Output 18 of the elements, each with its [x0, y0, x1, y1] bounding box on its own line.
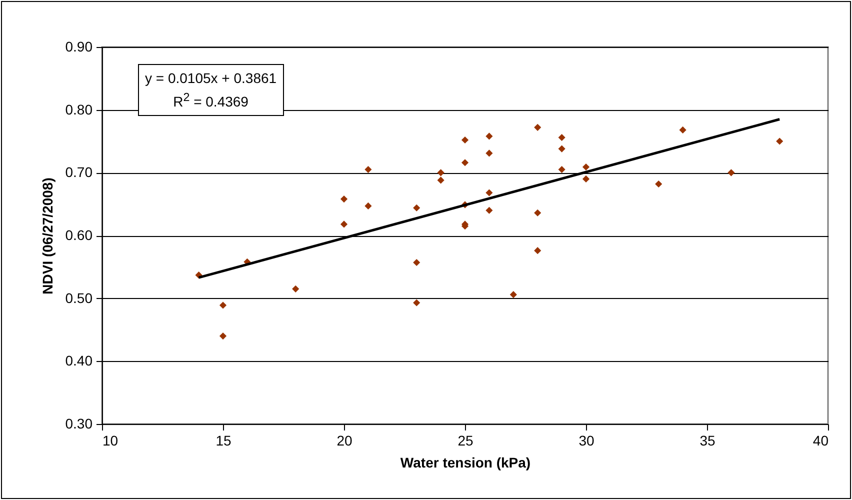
y-tick-label: 0.60 [65, 227, 93, 243]
y-tick-label: 0.30 [65, 416, 93, 432]
y-tick-label: 0.70 [65, 164, 93, 180]
x-tick-label: 15 [216, 432, 232, 448]
x-tick-label: 25 [458, 432, 474, 448]
y-tick-label: 0.50 [65, 290, 93, 306]
annotation: R$^{2}$ = 0.4369 [173, 91, 248, 110]
x-tick-label: 35 [700, 432, 716, 448]
x-tick-label: 40 [812, 432, 829, 448]
x-tick-label: 20 [336, 432, 352, 448]
y-tick-label: 0.40 [65, 352, 93, 369]
y-tick-label: 0.90 [65, 38, 93, 54]
annotation: y = 0.0105x + 0.3861 [145, 70, 277, 86]
x-axis-title: Water tension (kPa) [400, 454, 531, 470]
x-tick-label: 30 [578, 432, 594, 448]
y-tick-label: 0.80 [65, 101, 93, 118]
x-tick-label: 10 [102, 432, 118, 448]
y-axis-title: NDVI (06/27/2008) [39, 178, 56, 294]
